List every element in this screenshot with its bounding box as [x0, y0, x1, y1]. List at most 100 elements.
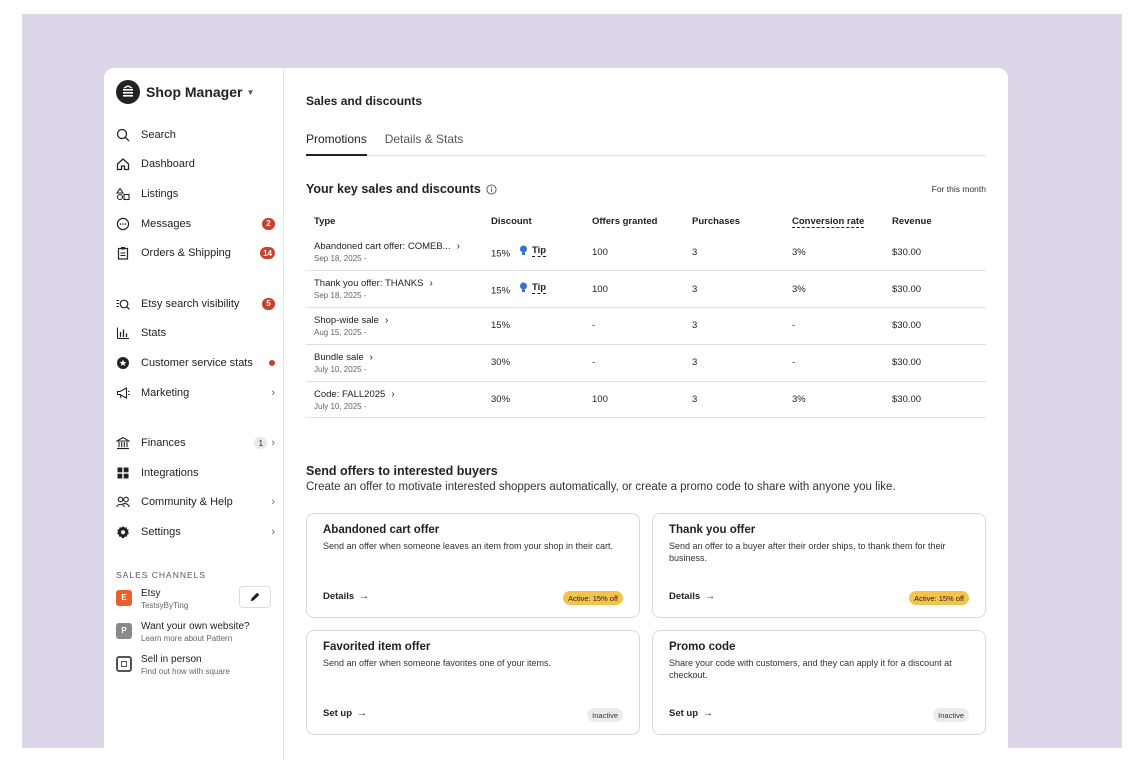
status-badge: Inactive	[933, 708, 969, 723]
tab-promotions[interactable]: Promotions	[306, 132, 367, 156]
page-title: Sales and discounts	[306, 94, 423, 108]
cell-purchases: 3	[684, 307, 784, 345]
channel-sub: Learn more about Pattern	[141, 633, 233, 643]
promotion-name-text: Thank you offer: THANKS	[314, 278, 424, 290]
status-badge: Inactive	[587, 708, 623, 723]
sidebar-item-label: Search	[141, 128, 176, 141]
cell-offers: 100	[584, 381, 684, 419]
offer-card-thank-you[interactable]: Thank you offer Send an offer to a buyer…	[652, 513, 986, 619]
column-header-discount: Discount	[491, 215, 532, 227]
card-action-label: Details	[323, 591, 355, 603]
status-badge: Active: 15% off	[909, 591, 969, 606]
sidebar-item-integrations[interactable]: Integrations	[116, 458, 283, 488]
offer-card-favorited-item[interactable]: Favorited item offer Send an offer when …	[306, 630, 640, 736]
lightbulb-icon	[520, 245, 528, 256]
sidebar-item-community-help[interactable]: Community & Help ›	[116, 488, 283, 518]
channel-pattern[interactable]: P Want your own website? Learn more abou…	[116, 621, 283, 644]
tab-details-stats[interactable]: Details & Stats	[384, 132, 464, 146]
period-selector[interactable]: For this month	[931, 184, 986, 194]
details-link[interactable]: Details →	[323, 591, 369, 602]
cell-discount: 15% Tip	[483, 234, 584, 272]
details-link[interactable]: Details →	[669, 591, 715, 602]
channel-square[interactable]: Sell in person Find out how with square	[116, 654, 283, 677]
offer-card-promo-code[interactable]: Promo code Share your code with customer…	[652, 630, 986, 736]
channel-etsy[interactable]: E Etsy TestsyByTing	[116, 585, 283, 611]
table-row[interactable]: Shop-wide sale › Aug 15, 2025 - 15% - 3 -…	[306, 307, 986, 345]
sidebar-item-customer-service-stats[interactable]: Customer service stats	[116, 348, 283, 378]
card-title: Abandoned cart offer	[323, 524, 440, 537]
home-icon	[116, 157, 130, 171]
tip-label: Tip	[532, 281, 547, 294]
card-description: Send an offer when someone favorites one…	[323, 658, 551, 669]
column-header-offers-granted: Offers granted	[592, 215, 658, 227]
sidebar-item-label: Listings	[141, 187, 179, 200]
chevron-right-icon: ›	[429, 278, 433, 290]
shop-manager-logo-icon	[116, 80, 140, 104]
sidebar-item-label: Customer service stats	[141, 356, 253, 369]
sidebar-item-messages[interactable]: Messages 2	[116, 209, 283, 239]
channel-name: Etsy	[141, 587, 161, 599]
sidebar-item-listings[interactable]: Listings	[116, 179, 283, 209]
sidebar: Shop Manager ▼ Search Dashboard Listings…	[104, 68, 284, 760]
sidebar-item-settings[interactable]: Settings ›	[116, 517, 283, 547]
table-row[interactable]: Code: FALL2025 › July 10, 2025 - 30% 100 …	[306, 381, 986, 419]
offer-card-abandoned-cart[interactable]: Abandoned cart offer Send an offer when …	[306, 513, 640, 619]
cell-type: Bundle sale › July 10, 2025 -	[306, 344, 483, 382]
card-title: Favorited item offer	[323, 641, 431, 654]
column-header-type: Type	[314, 215, 336, 227]
sidebar-item-label: Messages	[141, 217, 192, 230]
chevron-right-icon: ›	[391, 388, 395, 400]
promotion-date: July 10, 2025 -	[314, 364, 367, 374]
sidebar-item-stats[interactable]: Stats	[116, 319, 283, 349]
promotion-name: Abandoned cart offer: COMEB... ›	[314, 241, 483, 252]
set-up-link[interactable]: Set up →	[323, 708, 367, 719]
chevron-right-icon: ›	[369, 351, 373, 363]
tab-bar: Promotions Details & Stats	[306, 132, 986, 156]
cell-type: Abandoned cart offer: COMEB... › Sep 18, …	[306, 234, 483, 272]
notification-dot	[269, 359, 275, 366]
finances-count-badge: 1	[254, 437, 268, 450]
sidebar-item-dashboard[interactable]: Dashboard	[116, 150, 283, 180]
tip-label: Tip	[532, 244, 547, 257]
shop-manager-menu[interactable]: Shop Manager ▼	[116, 80, 283, 104]
promotion-name: Thank you offer: THANKS ›	[314, 278, 483, 289]
tip-link[interactable]: Tip	[519, 281, 547, 294]
info-icon[interactable]	[486, 183, 497, 195]
sidebar-item-label: Community & Help	[141, 496, 233, 509]
promotion-name: Bundle sale ›	[314, 352, 483, 363]
discount-value: 15%	[491, 285, 511, 297]
chevron-right-icon: ›	[456, 241, 460, 253]
people-icon	[116, 495, 130, 509]
channel-sub: Find out how with square	[141, 666, 230, 676]
cell-discount: 15% Tip	[483, 270, 584, 309]
channel-square-text: Sell in person Find out how with square	[141, 654, 230, 677]
sidebar-item-label: Finances	[141, 437, 186, 450]
table-row[interactable]: Abandoned cart offer: COMEB... › Sep 18, …	[306, 234, 986, 272]
promotion-name-text: Bundle sale	[314, 351, 364, 363]
sidebar-item-search[interactable]: Search	[116, 120, 283, 150]
sidebar-item-label: Orders & Shipping	[141, 247, 231, 260]
table-row[interactable]: Thank you offer: THANKS › Sep 18, 2025 - …	[306, 270, 986, 309]
edit-channel-button[interactable]	[239, 585, 271, 608]
sidebar-item-orders-shipping[interactable]: Orders & Shipping 14	[116, 238, 283, 268]
arrow-right-icon: →	[359, 591, 370, 603]
sidebar-item-marketing[interactable]: Marketing ›	[116, 378, 283, 408]
arrow-right-icon: →	[703, 708, 714, 720]
cell-revenue: $30.00	[884, 234, 986, 272]
table-header-row: Type Discount Offers granted Purchases C…	[306, 208, 986, 234]
pattern-icon: P	[116, 622, 132, 639]
chevron-right-icon: ›	[271, 496, 275, 509]
set-up-link[interactable]: Set up →	[669, 708, 713, 719]
channel-name: Want your own website?	[141, 620, 250, 632]
column-header-conversion-rate[interactable]: Conversion rate	[784, 208, 884, 234]
cell-revenue: $30.00	[884, 381, 986, 419]
tip-link[interactable]: Tip	[519, 244, 547, 257]
table-row[interactable]: Bundle sale › July 10, 2025 - 30% - 3 - $…	[306, 344, 986, 382]
search-visibility-badge: 5	[262, 297, 275, 310]
promotion-name: Shop-wide sale ›	[314, 315, 483, 326]
status-badge: Active: 15% off	[563, 591, 623, 606]
sidebar-item-search-visibility[interactable]: Etsy search visibility 5	[116, 289, 283, 319]
cell-conversion: 3%	[784, 381, 884, 419]
cell-conversion: 3%	[784, 270, 884, 309]
sidebar-item-finances[interactable]: Finances 1 ›	[116, 428, 283, 458]
